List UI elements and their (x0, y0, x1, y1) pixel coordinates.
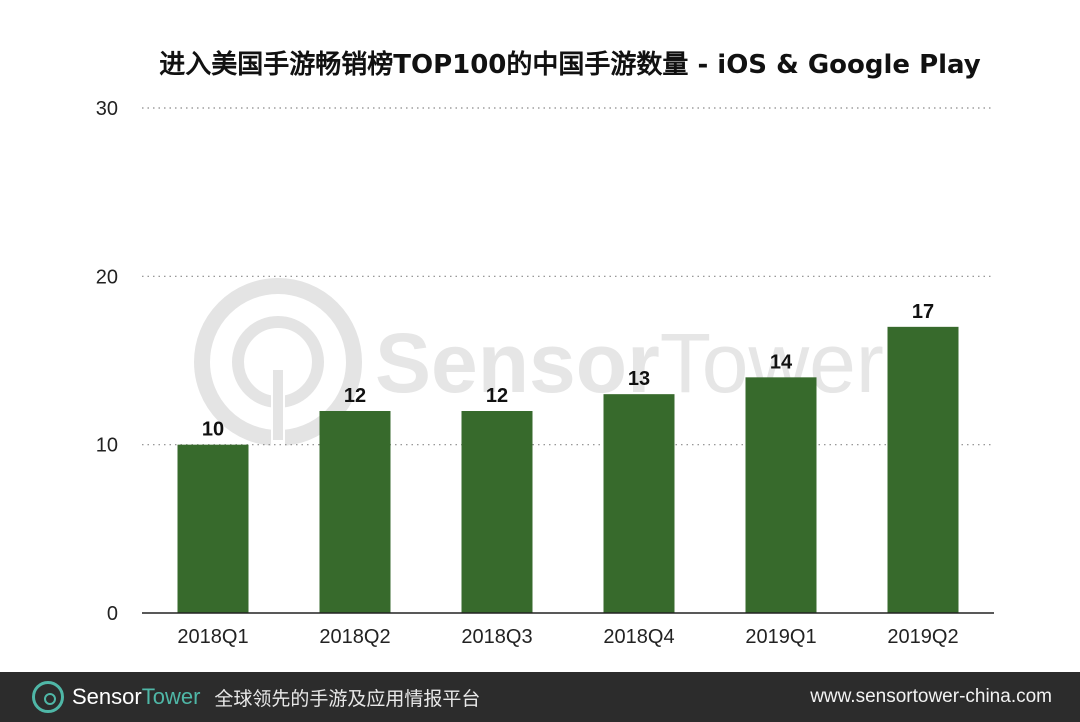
data-label-2019Q1: 14 (770, 351, 793, 373)
y-tick-label: 0 (107, 603, 118, 625)
footer-brand-sensor: Sensor (72, 684, 142, 709)
svg-text:SensorTower: SensorTower (375, 316, 884, 410)
bar-2018Q4 (603, 394, 675, 613)
data-label-2018Q2: 12 (344, 385, 366, 407)
data-label-2018Q1: 10 (202, 419, 224, 441)
footer-bar: SensorTower 全球领先的手游及应用情报平台 www.sensortow… (0, 672, 1080, 722)
data-label-2018Q4: 13 (628, 368, 650, 390)
x-tick-label-2019Q1: 2019Q1 (745, 626, 816, 648)
grid-lines (142, 107, 994, 446)
x-tick-label-2019Q2: 2019Q2 (887, 626, 958, 648)
y-axis-ticks: 0 10 20 30 (96, 98, 118, 625)
footer-slogan: 全球领先的手游及应用情报平台 (214, 687, 481, 710)
footer-url[interactable]: www.sensortower-china.com (810, 686, 1052, 707)
data-label-2019Q2: 17 (912, 301, 934, 323)
chart-title: 进入美国手游畅销榜TOP100的中国手游数量 - iOS & Google Pl… (159, 49, 981, 80)
x-tick-label-2018Q1: 2018Q1 (177, 626, 248, 648)
y-tick-label: 20 (96, 266, 118, 288)
bars (177, 326, 959, 613)
y-tick-label: 10 (96, 435, 118, 457)
value-labels: 10 12 12 13 14 17 (202, 301, 934, 441)
y-tick-label: 30 (96, 98, 118, 120)
x-tick-label-2018Q4: 2018Q4 (603, 626, 674, 648)
sensortower-logo-icon (32, 681, 64, 713)
footer-brand: SensorTower (72, 684, 200, 710)
bar-2018Q1 (177, 444, 249, 613)
x-axis-ticks: 2018Q1 2018Q2 2018Q3 2018Q4 2019Q1 2019Q2 (177, 626, 958, 648)
bar-2018Q2 (319, 411, 391, 613)
bar-2018Q3 (461, 411, 533, 613)
sensortower-watermark: SensorTower (194, 278, 884, 450)
bar-2019Q2 (887, 326, 959, 613)
x-tick-label-2018Q3: 2018Q3 (461, 626, 532, 648)
bar-chart: SensorTower 进入美国手游畅销榜TOP100的中国手游数量 - iOS… (96, 49, 994, 648)
footer-brand-tower: Tower (141, 684, 201, 709)
x-tick-label-2018Q2: 2018Q2 (319, 626, 390, 648)
data-label-2018Q3: 12 (486, 385, 508, 407)
bar-2019Q1 (745, 377, 817, 613)
